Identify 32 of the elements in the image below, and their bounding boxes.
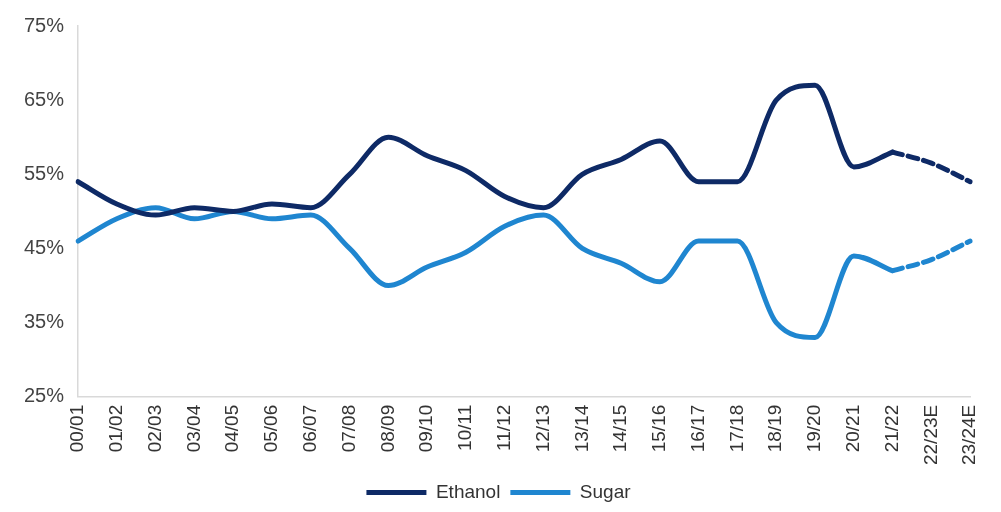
- x-tick-label: 18/19: [764, 404, 786, 453]
- x-tick-label: 14/15: [609, 404, 631, 453]
- x-tick-label: 00/01: [66, 404, 88, 453]
- x-tick-label: 03/04: [182, 404, 204, 453]
- x-tick-label: 22/23E: [919, 404, 941, 466]
- x-tick-label: 02/03: [143, 404, 165, 453]
- x-tick-label: 21/22: [880, 404, 902, 453]
- y-tick-label: 65%: [24, 87, 65, 110]
- x-tick-label: 10/11: [454, 404, 476, 451]
- x-tick-label: 05/06: [260, 404, 282, 453]
- y-tick-label: 35%: [24, 310, 65, 333]
- x-tick-label: 09/10: [415, 404, 437, 453]
- legend-label: Ethanol: [435, 480, 501, 502]
- x-tick-label: 08/09: [376, 404, 398, 453]
- x-tick-label: 16/17: [686, 404, 708, 453]
- y-tick-label: 45%: [24, 235, 65, 258]
- x-tick-label: 04/05: [221, 404, 243, 453]
- y-tick-label: 75%: [24, 13, 65, 36]
- x-tick-label: 06/07: [299, 404, 320, 453]
- x-tick-label: 13/14: [570, 404, 592, 453]
- legend-label: Sugar: [579, 480, 632, 502]
- x-tick-label: 17/18: [725, 404, 747, 453]
- x-tick-label: 01/02: [105, 404, 127, 453]
- x-tick-label: 20/21: [842, 404, 864, 453]
- x-tick-label: 19/20: [803, 404, 825, 453]
- x-tick-label: 07/08: [337, 404, 359, 453]
- x-tick-label: 23/24E: [958, 404, 980, 466]
- x-tick-label: 11/12: [492, 404, 514, 451]
- x-tick-label: 15/16: [648, 404, 670, 453]
- x-tick-label: 12/13: [531, 404, 553, 453]
- y-tick-label: 25%: [24, 384, 65, 407]
- y-tick-label: 55%: [24, 161, 65, 184]
